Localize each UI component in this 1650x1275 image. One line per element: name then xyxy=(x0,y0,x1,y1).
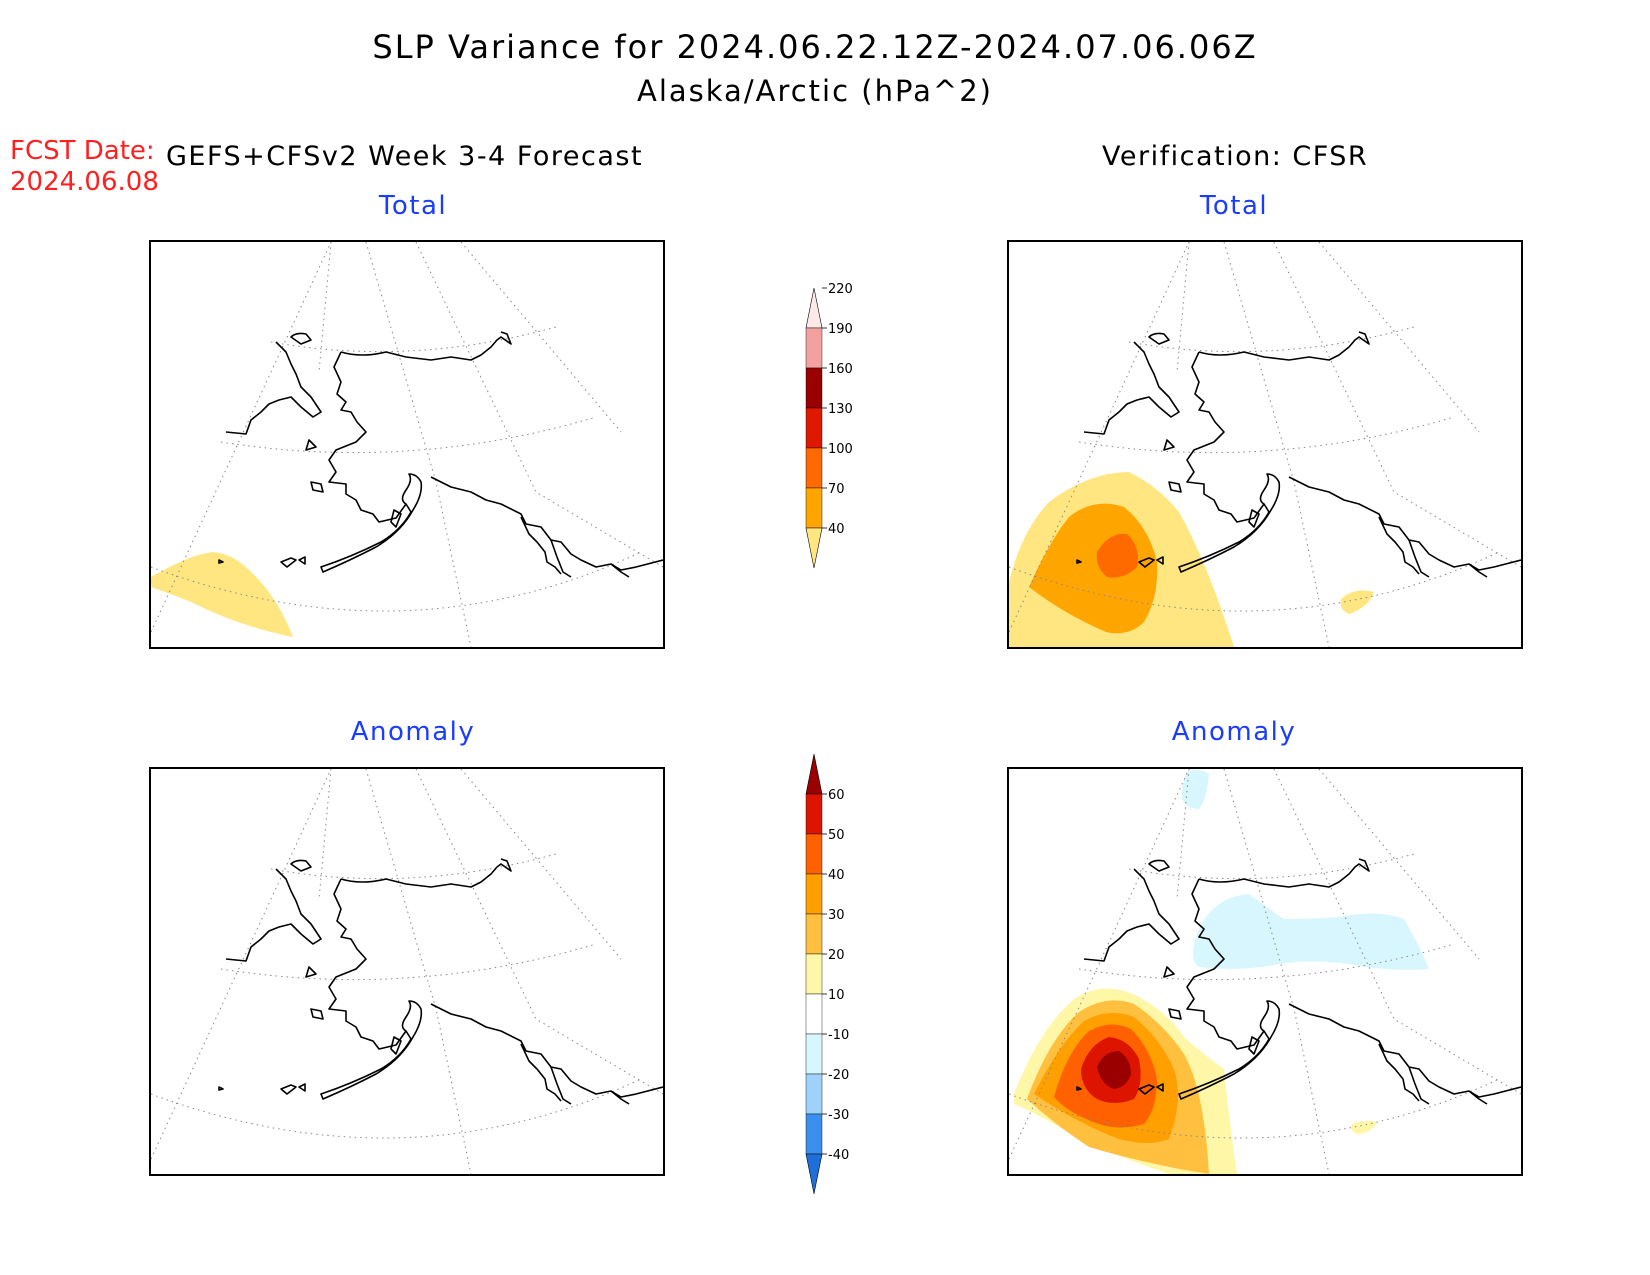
colorbar-label: 20 xyxy=(828,948,845,963)
colorbar-segment xyxy=(805,447,823,489)
map-basemap xyxy=(151,769,663,1174)
colorbar-label: 220 xyxy=(828,282,853,297)
anomaly-colorbar: -40 -30 -20 -10 10 20 30 40 50 60 xyxy=(780,740,860,1204)
colorbar-label: -30 xyxy=(828,1108,849,1123)
colorbar-segment xyxy=(805,527,823,569)
colorbar-segment xyxy=(805,793,823,835)
colorbar-label: -20 xyxy=(828,1068,849,1083)
variance-shading-40 xyxy=(151,552,293,637)
colorbar-label: 60 xyxy=(828,788,845,803)
forecast-date-block: FCST Date: 2024.06.08 xyxy=(10,136,159,198)
colorbar-label: 190 xyxy=(828,322,853,337)
colorbar-segment xyxy=(805,833,823,875)
verification-anomaly-title: Anomaly xyxy=(1171,717,1297,747)
colorbar-segment xyxy=(805,287,823,329)
colorbar-label: 100 xyxy=(828,442,853,457)
colorbar-segment xyxy=(805,487,823,529)
anomaly-shading-60 xyxy=(1097,1051,1131,1089)
colorbar-label: 70 xyxy=(828,482,845,497)
figure-subtitle: Alaska/Arctic (hPa^2) xyxy=(637,74,993,108)
colorbar-segment xyxy=(805,1153,823,1195)
anomaly-shading-neg10 xyxy=(1193,894,1429,970)
colorbar-label: 40 xyxy=(828,868,845,883)
forecast-anomaly-title: Anomaly xyxy=(350,717,476,747)
colorbar-segment xyxy=(805,913,823,955)
forecast-anomaly-map xyxy=(149,767,665,1176)
colorbar-label: -40 xyxy=(828,1148,849,1163)
colorbar-label: 10 xyxy=(828,988,845,1003)
colorbar-label: 160 xyxy=(828,362,853,377)
model-label: GEFS+CFSv2 Week 3-4 Forecast xyxy=(166,141,644,172)
variance-shading-40-small xyxy=(1340,590,1374,614)
verification-total-map xyxy=(1007,240,1523,649)
colorbar-segment xyxy=(805,1033,823,1075)
colorbar-segment xyxy=(805,327,823,369)
colorbar-segment xyxy=(805,407,823,449)
verification-label: Verification: CFSR xyxy=(1102,141,1369,172)
map-basemap xyxy=(151,242,663,647)
map-basemap xyxy=(1009,769,1521,1174)
anomaly-shading-neg10-top xyxy=(1181,769,1209,809)
forecast-total-title: Total xyxy=(378,191,448,221)
forecast-total-map xyxy=(149,240,665,649)
colorbar-segment xyxy=(805,953,823,995)
forecast-date-value: 2024.06.08 xyxy=(10,167,159,197)
colorbar-label: 130 xyxy=(828,402,853,417)
colorbar-label: 30 xyxy=(828,908,845,923)
map-basemap xyxy=(1009,242,1521,647)
colorbar-segment xyxy=(805,367,823,409)
colorbar-segment xyxy=(805,1073,823,1115)
colorbar-segment xyxy=(805,873,823,915)
colorbar-label: 40 xyxy=(828,522,845,537)
colorbar-segment xyxy=(805,993,823,1035)
colorbar-segment xyxy=(805,753,823,795)
colorbar-segment xyxy=(805,1113,823,1155)
forecast-date-label: FCST Date: xyxy=(10,136,155,166)
verification-total-title: Total xyxy=(1199,191,1269,221)
variance-shading-100 xyxy=(1096,533,1138,578)
anomaly-shading-10-small xyxy=(1351,1120,1377,1134)
verification-anomaly-map xyxy=(1007,767,1523,1176)
colorbar-label: 50 xyxy=(828,828,845,843)
colorbar-label: -10 xyxy=(828,1028,849,1043)
total-colorbar: 40 70 100 130 160 190 220 xyxy=(780,280,860,614)
figure-title: SLP Variance for 2024.06.22.12Z-2024.07.… xyxy=(372,28,1258,66)
